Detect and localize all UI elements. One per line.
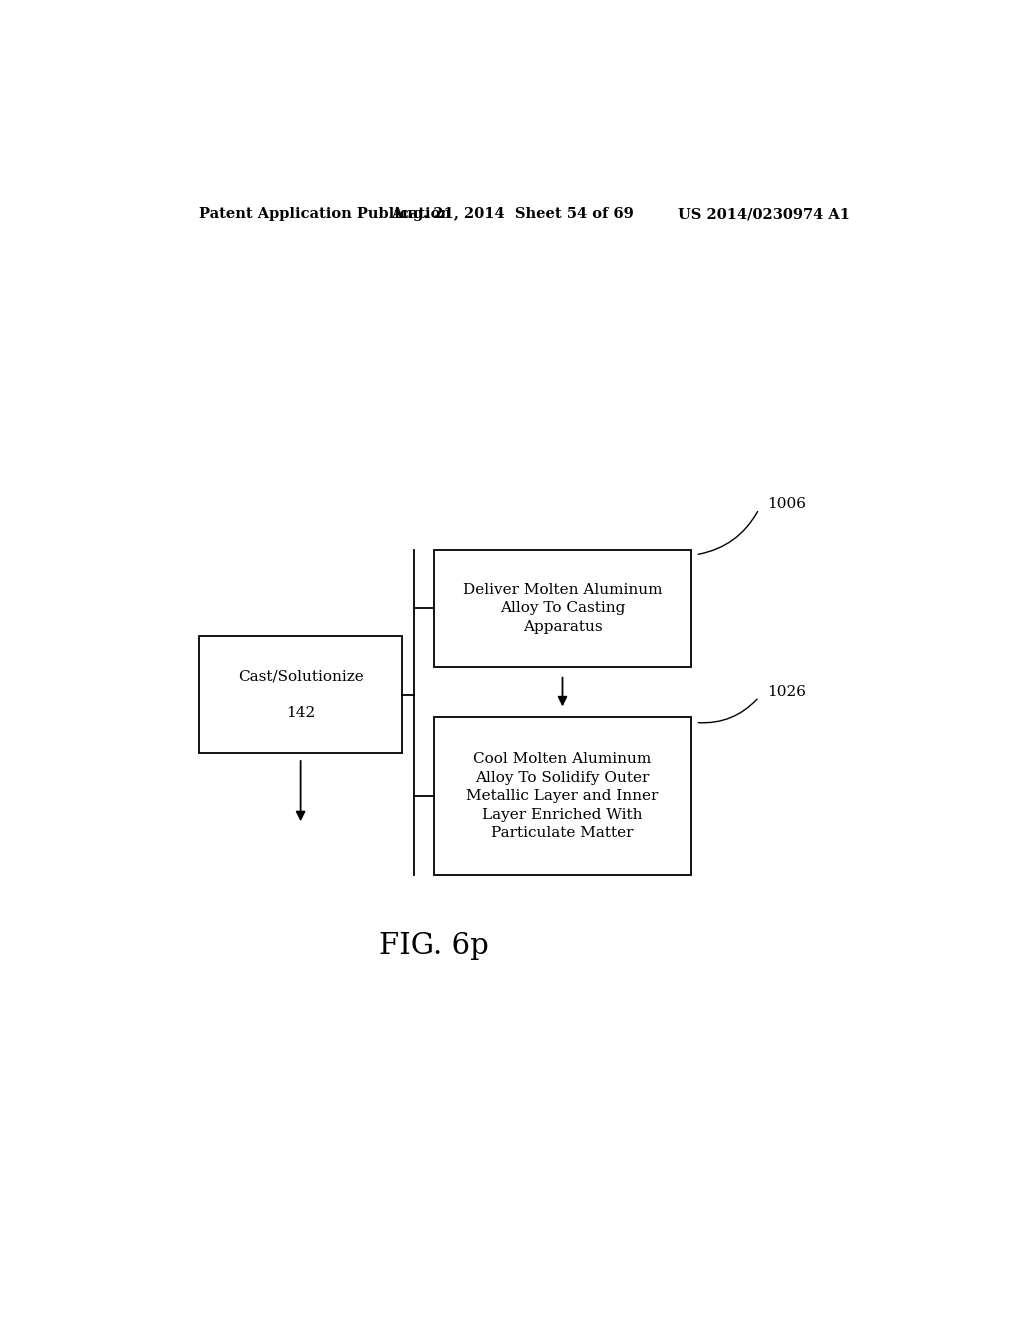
Text: 1026: 1026 — [767, 685, 806, 700]
Text: Aug. 21, 2014  Sheet 54 of 69: Aug. 21, 2014 Sheet 54 of 69 — [391, 207, 634, 222]
Text: FIG. 6p: FIG. 6p — [379, 932, 488, 960]
Text: Cast/Solutionize: Cast/Solutionize — [238, 669, 364, 684]
Text: Deliver Molten Aluminum
Alloy To Casting
Apparatus: Deliver Molten Aluminum Alloy To Casting… — [463, 582, 663, 634]
Text: Cool Molten Aluminum
Alloy To Solidify Outer
Metallic Layer and Inner
Layer Enri: Cool Molten Aluminum Alloy To Solidify O… — [466, 752, 658, 840]
Text: 142: 142 — [286, 706, 315, 719]
Bar — [433, 549, 691, 667]
Text: Patent Application Publication: Patent Application Publication — [200, 207, 452, 222]
Text: US 2014/0230974 A1: US 2014/0230974 A1 — [678, 207, 850, 222]
Bar — [433, 718, 691, 875]
Text: 1006: 1006 — [767, 496, 806, 511]
Bar — [200, 636, 401, 752]
